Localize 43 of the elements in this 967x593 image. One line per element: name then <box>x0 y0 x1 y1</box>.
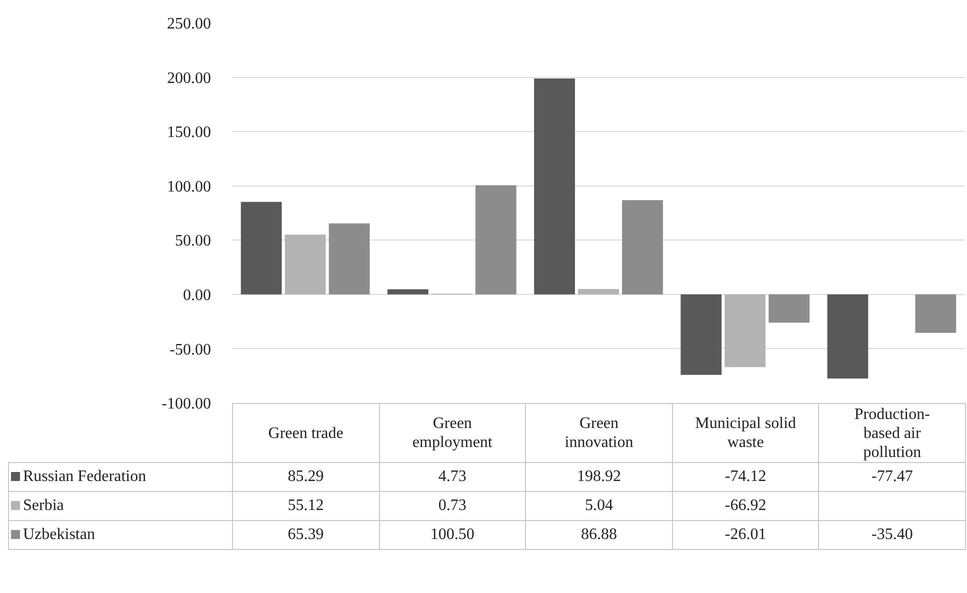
bar <box>284 234 326 294</box>
bar <box>475 185 516 294</box>
data-label: 85.29 <box>232 462 380 492</box>
data-label: 5.04 <box>526 492 672 520</box>
data-label: 198.92 <box>526 462 672 492</box>
bar <box>578 288 619 294</box>
data-label: 4.73 <box>379 462 526 492</box>
data-label: -77.47 <box>818 462 966 492</box>
bar <box>768 294 810 323</box>
data-label: 86.88 <box>526 520 672 550</box>
legend-label: Uzbekistan <box>23 526 95 543</box>
x-tick-label: Green innovation <box>526 404 672 462</box>
bar <box>328 223 370 294</box>
y-tick-label: -100.00 <box>162 396 211 413</box>
bar <box>724 294 766 368</box>
x-tick-label: Green employment <box>379 404 526 462</box>
y-tick-label: 150.00 <box>167 124 211 142</box>
bar <box>240 202 282 294</box>
bar <box>827 294 868 379</box>
legend-label: Russian Federation <box>23 468 146 485</box>
data-label: 100.50 <box>379 520 526 550</box>
x-tick-label: Municipal solid waste <box>672 404 819 462</box>
bar <box>622 200 663 294</box>
y-tick-label: 50.00 <box>175 232 211 250</box>
bar <box>680 294 722 375</box>
y-tick-label: 0.00 <box>183 287 211 304</box>
y-tick-label: -50.00 <box>170 341 211 358</box>
bar <box>387 289 428 294</box>
x-tick-label: Green trade <box>232 404 380 462</box>
data-label: 65.39 <box>232 520 380 550</box>
bar <box>915 294 956 333</box>
x-tick-label: Production-based air pollution <box>818 404 966 462</box>
data-label: 55.12 <box>232 492 380 520</box>
y-tick-label: 100.00 <box>167 178 211 196</box>
data-label: -26.01 <box>672 520 819 550</box>
y-tick-label: 200.00 <box>167 70 211 87</box>
y-tick-label: 250.00 <box>167 16 211 33</box>
legend-label: Serbia <box>23 497 64 514</box>
data-label: -66.92 <box>672 492 819 520</box>
data-label: -74.12 <box>672 462 819 492</box>
bar <box>534 78 575 294</box>
data-label: -35.40 <box>818 520 966 550</box>
data-label: 0.73 <box>379 492 526 520</box>
